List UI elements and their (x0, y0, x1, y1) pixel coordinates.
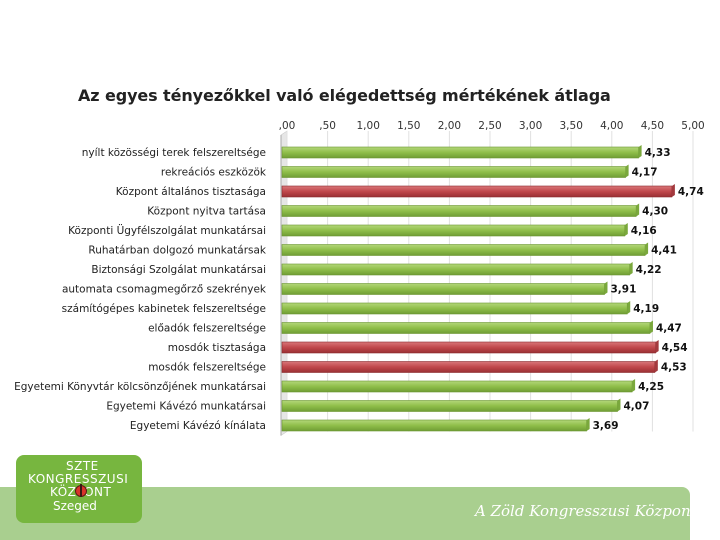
category-label: előadók felszereltsége (148, 323, 266, 335)
value-label: 4,53 (661, 362, 687, 374)
bar (281, 166, 626, 178)
bar (281, 205, 637, 217)
category-label: Központ általános tisztasága (116, 186, 266, 198)
category-label: Ruhatárban dolgozó munkatársak (88, 245, 267, 257)
bar (281, 419, 587, 432)
x-tick-label: 3,50 (560, 120, 583, 132)
value-label: 4,17 (632, 167, 658, 179)
bar-end-cap (645, 242, 649, 256)
footer-tagline: A Zöld Kongresszusi Központ (475, 502, 697, 520)
bar (281, 400, 618, 412)
value-label: 4,74 (678, 186, 704, 198)
x-tick-label: 4,00 (600, 120, 623, 132)
x-tick-label: 2,50 (478, 120, 501, 132)
value-label: 4,25 (638, 381, 664, 393)
bar (281, 341, 656, 354)
chart-title: Az egyes tényezőkkel való elégedettség m… (78, 86, 611, 105)
bar (281, 361, 656, 373)
bar-end-cap (636, 203, 640, 217)
bar (281, 322, 651, 334)
bar (281, 263, 630, 276)
value-label: 4,54 (662, 342, 688, 354)
value-label: 4,22 (636, 264, 662, 276)
bar-end-cap (604, 281, 608, 295)
category-label: Biztonsági Szolgálat munkatársai (91, 264, 266, 276)
category-label: mosdók tisztasága (168, 342, 266, 354)
bar-end-cap (655, 340, 659, 353)
category-label: Egyetemi Kávézó munkatársai (106, 401, 266, 413)
category-label: Egyetemi Könyvtár kölcsönzőjének munkatá… (14, 381, 266, 393)
bar-end-cap (638, 145, 642, 158)
bar-end-cap (632, 379, 636, 392)
category-label: automata csomagmegőrző szekrények (62, 284, 267, 296)
bar (281, 302, 628, 315)
category-label: mosdók felszereltsége (148, 362, 266, 374)
x-tick-label: 1,50 (397, 120, 420, 132)
bar-end-cap (649, 320, 653, 334)
value-label: 4,19 (633, 303, 659, 315)
category-label: Központ nyitva tartása (147, 206, 266, 218)
bar-end-cap (654, 359, 658, 373)
value-label: 3,91 (610, 284, 636, 296)
value-label: 3,69 (593, 420, 619, 432)
category-label: számítógépes kabinetek felszereltsége (62, 303, 266, 315)
value-label: 4,47 (656, 323, 682, 335)
logo-line-kongresszusi: KONGRESSZUSI (28, 472, 129, 486)
category-label: rekreációs eszközök (161, 167, 267, 179)
logo-line-szeged: Szeged (53, 499, 97, 513)
x-tick-label: ,50 (319, 120, 336, 132)
szte-logo: SZTE KONGRESSZUSI KÖZPONT Szeged (16, 455, 142, 523)
value-label: 4,30 (642, 206, 668, 218)
ladybug-icon (75, 484, 87, 497)
bar (281, 380, 633, 393)
bar-end-cap (624, 223, 628, 236)
bar (281, 283, 605, 295)
bar (281, 146, 639, 159)
bar (281, 244, 646, 256)
bar (281, 185, 673, 198)
bar-end-cap (627, 301, 631, 314)
x-tick-label: ,00 (279, 120, 296, 132)
x-tick-label: 3,00 (519, 120, 542, 132)
bar-chart: ,00 ,50 1,00 1,50 2,00 2,50 3,00 3,50 4,00 4,50 5,… (14, 120, 705, 437)
bar-end-cap (625, 164, 629, 178)
bar-end-cap (629, 262, 633, 275)
bar (281, 224, 626, 237)
x-tick-label: 1,00 (357, 120, 380, 132)
value-label: 4,07 (623, 401, 649, 413)
x-tick-label: 5,00 (681, 120, 704, 132)
value-label: 4,33 (645, 147, 671, 159)
category-label: Egyetemi Kávézó kínálata (130, 420, 266, 432)
value-label: 4,41 (651, 245, 677, 257)
value-label: 4,16 (631, 225, 657, 237)
x-tick-label: 2,00 (438, 120, 461, 132)
bar-end-cap (617, 398, 621, 412)
category-label: nyílt közösségi terek felszereltsége (82, 147, 266, 159)
bar-end-cap (586, 418, 590, 431)
logo-line-szte: SZTE (66, 459, 99, 473)
category-label: Központi Ügyfélszolgálat munkatársai (68, 224, 266, 237)
bar-end-cap (671, 184, 675, 197)
x-tick-label: 4,50 (641, 120, 664, 132)
